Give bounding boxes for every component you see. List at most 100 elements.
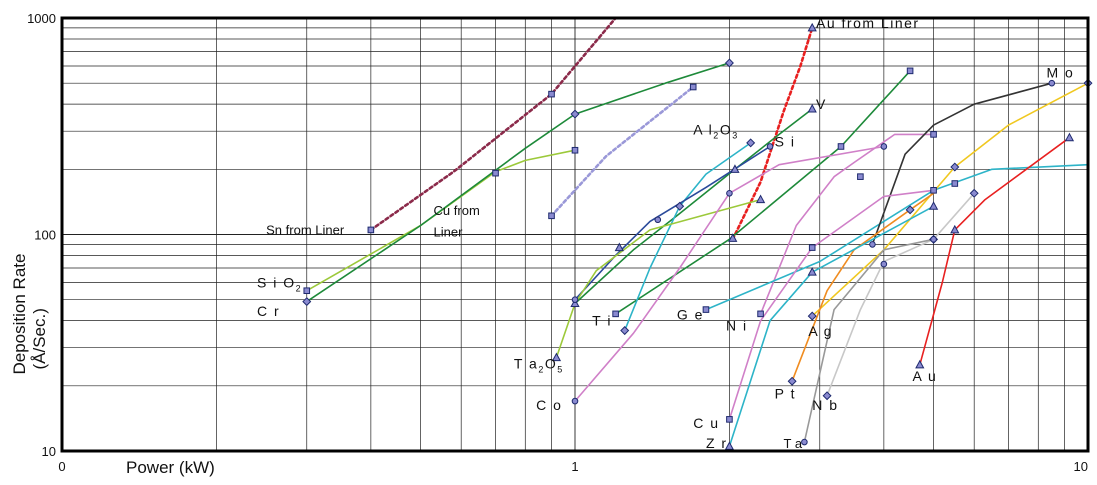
y-tick-label: 100: [34, 228, 56, 243]
marker-co: [880, 143, 888, 150]
marker-cr: [302, 297, 312, 307]
series-label-pt: P t: [775, 385, 796, 401]
marker-al2o3: [675, 201, 685, 211]
marker-ni: [757, 310, 764, 318]
tick-labels: 0 1 10 10 100 1000: [27, 11, 1088, 474]
marker-ti: [906, 67, 914, 75]
series-line-mo: [871, 82, 1053, 246]
series-label-au: A u: [913, 368, 938, 384]
series-label-cr: C r: [257, 303, 280, 319]
marker-co: [571, 397, 579, 405]
plot-frame: [60, 16, 1090, 453]
marker-v: [730, 164, 740, 173]
series-label-si: S i: [775, 133, 796, 149]
marker-au: [950, 224, 960, 234]
series-label-ta: T a: [784, 436, 803, 451]
marker-cr: [724, 58, 734, 68]
series-line-zr: [728, 205, 935, 448]
series-line-au-from-liner: [731, 26, 814, 241]
marker-cr: [570, 109, 580, 119]
series-label-ta2o5: T a2O5: [514, 356, 564, 375]
marker-sio2: [492, 169, 499, 177]
marker-pt: [905, 205, 915, 215]
series-label-nb: N b: [812, 397, 838, 413]
marker-co: [726, 189, 733, 197]
marker-cu-from-liner: [689, 83, 697, 91]
marker-si: [766, 143, 774, 150]
marker-ti: [837, 143, 845, 150]
marker-sio2: [303, 287, 311, 295]
marker-au-from-liner: [728, 233, 738, 242]
marker-cu: [930, 187, 937, 194]
series-label-cu: C u: [693, 415, 719, 431]
marker-zr: [724, 441, 735, 450]
y-axis-title-line1: Deposition Rate: [10, 254, 29, 375]
marker-zr: [928, 201, 939, 210]
series-line-si: [574, 145, 771, 301]
marker-ta2o5: [614, 242, 624, 252]
marker-ni: [857, 173, 864, 180]
marker-ni: [930, 131, 937, 138]
series-line-v: [574, 108, 813, 305]
marker-cu-from-liner: [548, 212, 555, 220]
marker-v: [570, 298, 580, 308]
marker-si: [654, 216, 662, 224]
marker-si: [571, 296, 579, 303]
x-tick-label: 1: [571, 459, 578, 474]
series-line-co: [574, 145, 885, 402]
series-line-ta: [803, 238, 935, 443]
marker-cu: [808, 244, 816, 251]
series-line-cu-from-liner: [550, 85, 695, 218]
x-axis-title: Power (kW): [126, 458, 215, 477]
series-label-cu-from-liner: Liner: [434, 224, 464, 239]
marker-zr: [807, 267, 817, 276]
series-label-al2o3: A l2O3: [693, 121, 739, 140]
marker-nb: [822, 391, 832, 401]
y-axis-title-line2: (Å/Sec.): [30, 308, 49, 369]
marker-nb: [969, 188, 979, 198]
series-label-mo: M o: [1046, 65, 1074, 81]
series-label-v: V: [816, 96, 827, 112]
series-label-cu-from-liner: Cu from: [434, 203, 480, 218]
series-line-cr: [306, 62, 731, 303]
y-tick-label: 10: [42, 444, 56, 459]
grid-lines: [61, 18, 1088, 452]
series-line-ti: [614, 70, 911, 315]
series-label-sio2: S i O2: [257, 274, 302, 293]
marker-layer: [302, 22, 1093, 450]
series-line-sn-from-liner: [369, 16, 617, 232]
marker-al2o3: [620, 326, 630, 336]
x-tick-label: 10: [1074, 459, 1088, 474]
marker-ag: [807, 311, 817, 321]
series-label-ti: T i: [592, 312, 612, 328]
marker-ag: [950, 162, 960, 172]
series-line-ta2o5: [555, 198, 762, 359]
y-tick-label: 1000: [27, 11, 56, 26]
x-tick-label: 0: [58, 459, 65, 474]
series-label-co: C o: [536, 397, 562, 413]
series-line-ni: [759, 133, 935, 315]
series-line-ag: [811, 82, 1089, 317]
marker-ti: [612, 310, 619, 318]
marker-au-from-liner: [807, 22, 817, 32]
marker-v: [807, 103, 817, 113]
marker-mo: [1048, 79, 1056, 87]
marker-pt: [787, 376, 797, 386]
series-line-sio2: [306, 149, 576, 292]
series-line-au: [919, 136, 1071, 366]
series-label-sn-from-liner: Sn from Liner: [266, 223, 345, 238]
marker-ge: [951, 180, 959, 187]
marker-au: [1064, 132, 1075, 142]
series-label-ni: N i: [726, 318, 748, 334]
marker-sio2: [571, 146, 579, 154]
series-label-zr: Z r: [706, 435, 728, 451]
marker-ge: [702, 306, 710, 313]
series-line-ge: [705, 163, 1089, 311]
marker-al2o3: [746, 138, 756, 148]
series-line-pt: [791, 192, 935, 382]
marker-cu: [726, 416, 733, 423]
marker-sn-from-liner: [548, 90, 555, 98]
series-label-ge: G e: [677, 306, 704, 322]
